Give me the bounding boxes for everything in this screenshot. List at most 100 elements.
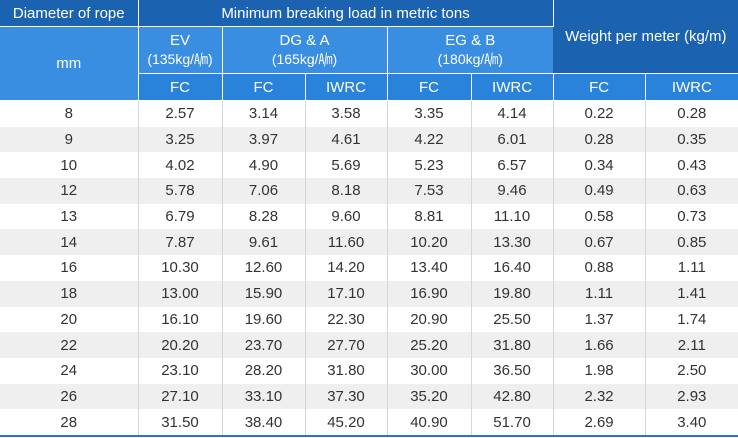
subheader-weight-iwrc: IWRC (645, 73, 738, 101)
value-cell: 23.70 (222, 332, 306, 358)
value-cell: 16.10 (138, 306, 223, 333)
value-cell: 4.61 (305, 126, 388, 153)
value-cell: 1.66 (553, 332, 646, 358)
group-name: DG & A (279, 32, 330, 49)
value-cell: 19.80 (471, 280, 554, 307)
value-cell: 0.63 (645, 178, 738, 204)
value-cell: 0.73 (645, 203, 738, 230)
value-cell: 23.10 (138, 357, 223, 384)
value-cell: 6.57 (471, 152, 554, 179)
diameter-cell: 20 (0, 306, 139, 333)
value-cell: 25.50 (471, 306, 554, 333)
group-header-dg-a: DG & A (165kg/㏟) (222, 26, 388, 74)
table-row: 20 16.10 19.60 22.30 20.90 25.50 1.37 1.74 (0, 306, 738, 333)
subheader-ev-fc: FC (138, 73, 223, 101)
group-header-ev: EV (135kg/㏟) (138, 26, 223, 74)
value-cell: 8.81 (387, 203, 472, 230)
table-row: 8 2.57 3.14 3.58 3.35 4.14 0.22 0.28 (0, 100, 738, 127)
value-cell: 17.10 (305, 280, 388, 307)
value-cell: 9.61 (222, 229, 306, 256)
value-cell: 4.22 (387, 126, 472, 153)
diameter-cell: 26 (0, 383, 139, 410)
table-row: 9 3.25 3.97 4.61 4.22 6.01 0.28 0.35 (0, 126, 738, 153)
table-row: 22 20.20 23.70 27.70 25.20 31.80 1.66 2.11 (0, 332, 738, 358)
value-cell: 3.25 (138, 126, 223, 153)
group-grade: (180kg/㏟) (437, 51, 503, 67)
value-cell: 3.40 (645, 409, 738, 437)
diameter-cell: 14 (0, 229, 139, 256)
value-cell: 25.20 (387, 332, 472, 358)
group-grade: (135kg/㏟) (147, 51, 213, 67)
value-cell: 2.57 (138, 100, 223, 127)
value-cell: 19.60 (222, 306, 306, 333)
value-cell: 16.90 (387, 280, 472, 307)
value-cell: 3.35 (387, 100, 472, 127)
value-cell: 2.50 (645, 357, 738, 384)
value-cell: 8.18 (305, 178, 388, 204)
value-cell: 0.22 (553, 100, 646, 127)
value-cell: 8.28 (222, 203, 306, 230)
table-header: Diameter of rope Minimum breaking load i… (0, 0, 738, 101)
value-cell: 3.58 (305, 100, 388, 127)
table-body: 8 2.57 3.14 3.58 3.35 4.14 0.22 0.28 9 3.25 3.97 4.… (0, 100, 738, 437)
weight-header: Weight per meter (kg/m) (553, 0, 738, 74)
value-cell: 36.50 (471, 357, 554, 384)
value-cell: 13.00 (138, 280, 223, 307)
value-cell: 22.30 (305, 306, 388, 333)
diameter-cell: 22 (0, 332, 139, 358)
value-cell: 0.49 (553, 178, 646, 204)
value-cell: 2.11 (645, 332, 738, 358)
value-cell: 0.28 (553, 126, 646, 153)
value-cell: 1.11 (645, 255, 738, 281)
value-cell: 11.10 (471, 203, 554, 230)
value-cell: 7.53 (387, 178, 472, 204)
table-row: 16 10.30 12.60 14.20 13.40 16.40 0.88 1.11 (0, 255, 738, 281)
diameter-cell: 10 (0, 152, 139, 179)
value-cell: 13.30 (471, 229, 554, 256)
value-cell: 0.34 (553, 152, 646, 179)
diameter-cell: 8 (0, 100, 139, 127)
group-name: EG & B (445, 32, 496, 49)
subheader-dg-a-fc: FC (222, 73, 306, 101)
group-grade: (165kg/㏟) (271, 51, 338, 67)
value-cell: 38.40 (222, 409, 306, 437)
value-cell: 10.30 (138, 255, 223, 281)
value-cell: 14.20 (305, 255, 388, 281)
value-cell: 0.43 (645, 152, 738, 179)
table-row: 24 23.10 28.20 31.80 30.00 36.50 1.98 2.50 (0, 357, 738, 384)
value-cell: 9.60 (305, 203, 388, 230)
value-cell: 3.14 (222, 100, 306, 127)
value-cell: 0.88 (553, 255, 646, 281)
value-cell: 31.50 (138, 409, 223, 437)
breaking-load-header: Minimum breaking load in metric tons (138, 0, 554, 27)
diameter-cell: 18 (0, 280, 139, 307)
value-cell: 20.90 (387, 306, 472, 333)
value-cell: 9.46 (471, 178, 554, 204)
value-cell: 5.23 (387, 152, 472, 179)
value-cell: 16.40 (471, 255, 554, 281)
subheader-eg-b-fc: FC (387, 73, 472, 101)
value-cell: 10.20 (387, 229, 472, 256)
subheader-dg-a-iwrc: IWRC (305, 73, 388, 101)
value-cell: 13.40 (387, 255, 472, 281)
table-row: 14 7.87 9.61 11.60 10.20 13.30 0.67 0.85 (0, 229, 738, 256)
value-cell: 0.85 (645, 229, 738, 256)
diameter-cell: 9 (0, 126, 139, 153)
value-cell: 7.06 (222, 178, 306, 204)
value-cell: 4.14 (471, 100, 554, 127)
value-cell: 3.97 (222, 126, 306, 153)
diameter-cell: 16 (0, 255, 139, 281)
value-cell: 7.87 (138, 229, 223, 256)
subheader-eg-b-iwrc: IWRC (471, 73, 554, 101)
value-cell: 0.35 (645, 126, 738, 153)
diameter-cell: 28 (0, 409, 139, 437)
value-cell: 15.90 (222, 280, 306, 307)
value-cell: 1.74 (645, 306, 738, 333)
value-cell: 51.70 (471, 409, 554, 437)
value-cell: 2.93 (645, 383, 738, 410)
value-cell: 11.60 (305, 229, 388, 256)
value-cell: 31.80 (305, 357, 388, 384)
value-cell: 4.90 (222, 152, 306, 179)
value-cell: 42.80 (471, 383, 554, 410)
